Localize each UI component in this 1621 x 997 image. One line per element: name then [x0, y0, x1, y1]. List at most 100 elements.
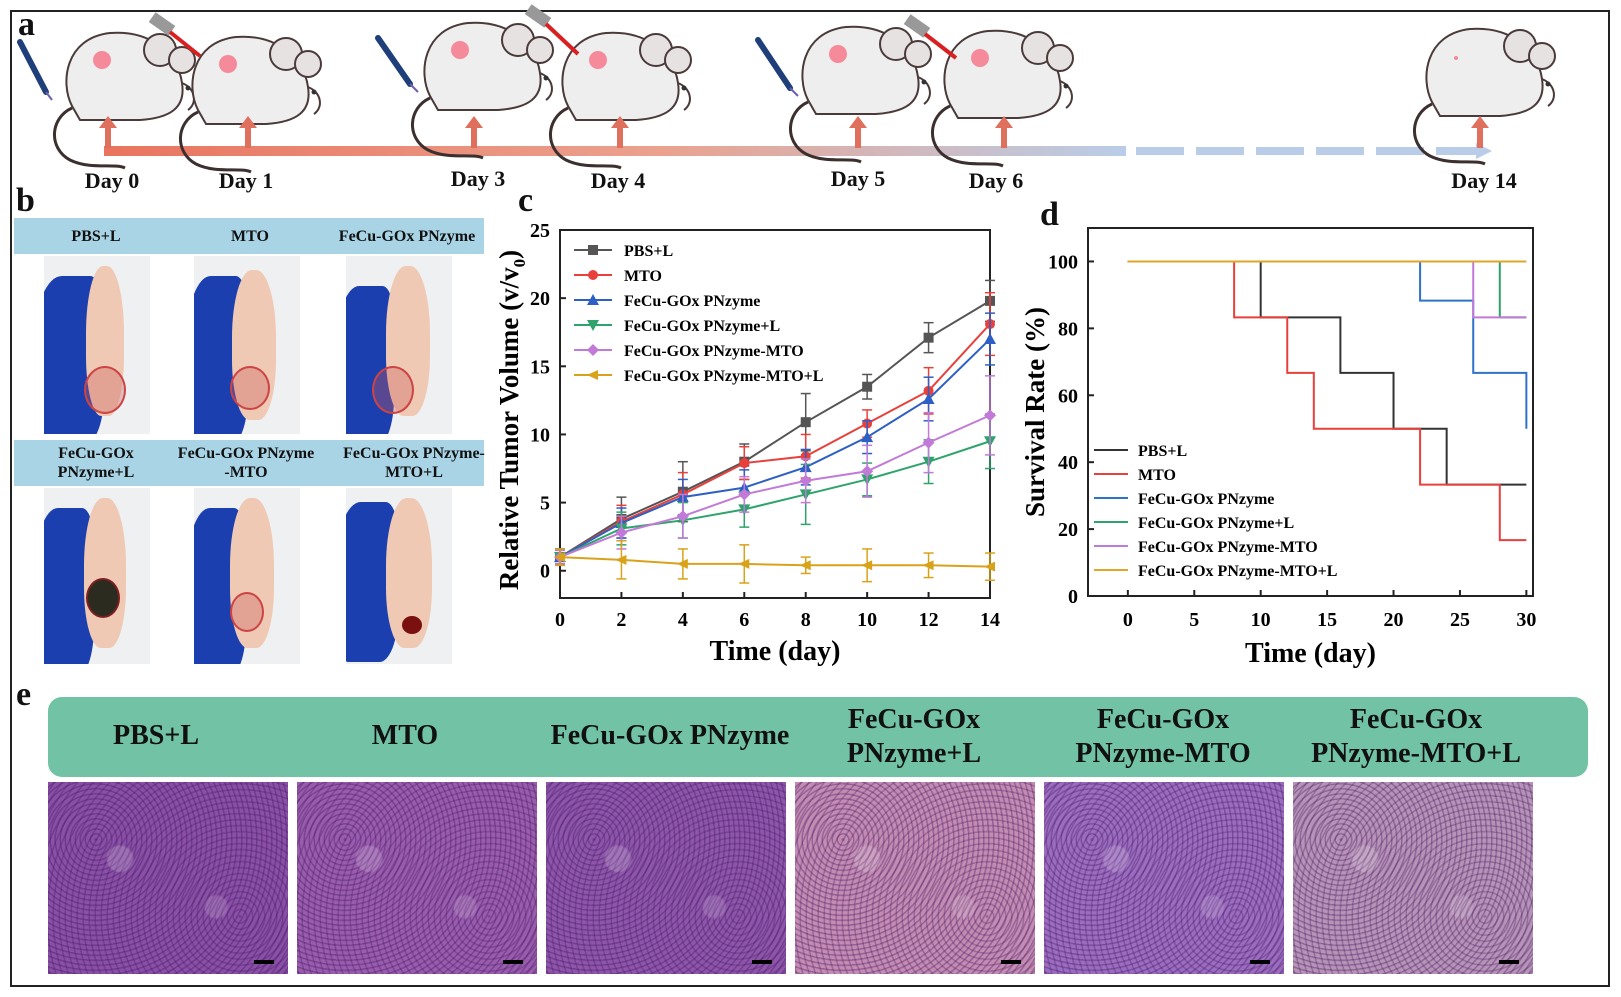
- timeline-illustration: [17, 4, 1557, 174]
- x-axis-label: Time (day): [710, 636, 841, 667]
- survival-curve-1: [1127, 260, 1527, 542]
- photo-label: FeCu-GOx PNzyme: [177, 445, 315, 462]
- data-marker: [739, 458, 750, 469]
- y-axis-label: Relative Tumor Volume (v/v0): [494, 250, 529, 590]
- laser-icon: [148, 4, 958, 60]
- data-marker: [588, 270, 598, 280]
- figure-frame: [10, 10, 1610, 987]
- mouse-day6: [930, 29, 1075, 168]
- timeline-arrows: [99, 116, 1489, 148]
- histology-label: FeCu-GOx: [1096, 704, 1230, 735]
- data-marker: [922, 436, 935, 449]
- y-tick-label: 100: [1048, 251, 1078, 273]
- data-marker: [587, 344, 599, 356]
- data-marker: [588, 245, 598, 255]
- scale-bar: [503, 960, 523, 964]
- x-tick-label: 20: [1384, 609, 1404, 631]
- day-label: Day 6: [968, 168, 1024, 193]
- y-tick-label: 40: [1058, 452, 1078, 474]
- legend-label: FeCu-GOx PNzyme-MTO: [624, 343, 804, 360]
- day-label: Day 3: [450, 166, 506, 191]
- y-tick-label: 15: [530, 356, 550, 378]
- data-marker: [800, 417, 811, 428]
- histology-image: [795, 782, 1035, 974]
- mouse-day4: [548, 31, 693, 170]
- series-line: [559, 414, 991, 559]
- day-label: Day 14: [1451, 168, 1517, 193]
- data-marker: [587, 370, 598, 380]
- photo-label: FeCu-GOx PNzyme-: [343, 445, 485, 462]
- photo-label: PNzyme+L: [57, 464, 135, 481]
- y-tick-label: 0: [540, 561, 550, 583]
- mouse-day0: [52, 31, 197, 170]
- panel-label-c: c: [518, 182, 534, 219]
- survival-curve-4: [1127, 260, 1527, 319]
- photo-label-band-row2: FeCu-GOx PNzyme+L FeCu-GOx PNzyme -MTO F…: [14, 440, 485, 486]
- photo-label: PBS+L: [71, 228, 121, 245]
- y-tick-label: 60: [1058, 385, 1078, 407]
- x-tick-label: 0: [1123, 609, 1133, 631]
- tumor-volume-chart: 0 2 4 6 8 10 12 14 0 5 10 15 20 25 Time (day) Relative …: [494, 220, 1000, 667]
- survival-chart: 0 5 10 15 20 25 30 0 20 40 60 80 100 Time (day) Surviv…: [1020, 227, 1536, 669]
- y-axis-label: Survival Rate (%): [1020, 307, 1050, 517]
- series-line: [559, 323, 991, 558]
- data-marker: [861, 431, 874, 443]
- y-tick-label: 0: [1068, 586, 1078, 608]
- mouse-day14: [1412, 27, 1557, 166]
- y-tick-label: 80: [1058, 318, 1078, 340]
- legend-label: MTO: [624, 268, 662, 285]
- mouse-photo: [194, 488, 300, 664]
- photo-label: -MTO: [224, 464, 268, 481]
- data-marker: [799, 474, 812, 487]
- legend-label: MTO: [1138, 467, 1176, 484]
- data-marker: [799, 560, 811, 571]
- data-marker: [615, 526, 628, 539]
- series-3: [554, 413, 996, 567]
- legend-label: FeCu-GOx PNzyme-MTO+L: [624, 368, 823, 385]
- data-marker: [676, 558, 688, 569]
- x-tick-label: 4: [678, 609, 688, 631]
- panel-label-a: a: [18, 6, 35, 43]
- y-tick-label: 20: [530, 288, 550, 310]
- legend-label: FeCu-GOx PNzyme-MTO+L: [1138, 563, 1337, 580]
- x-tick-label: 2: [616, 609, 626, 631]
- syringe-icon: [17, 35, 793, 95]
- photo-label: MTO+L: [385, 464, 443, 481]
- data-marker: [861, 560, 873, 571]
- data-marker: [615, 554, 627, 565]
- mouse-photo: [44, 488, 150, 664]
- x-tick-label: 15: [1317, 609, 1337, 631]
- panel-label-e: e: [16, 676, 32, 713]
- data-marker: [587, 294, 599, 305]
- mouse-day1: [178, 35, 323, 174]
- legend-label: FeCu-GOx PNzyme+L: [624, 318, 780, 335]
- plot-frame: [1087, 227, 1534, 597]
- scale-bar: [1499, 960, 1519, 964]
- data-marker: [984, 409, 996, 422]
- x-axis-label: Time (day): [1245, 638, 1376, 669]
- histology-image: [546, 782, 786, 974]
- x-tick-label: 6: [739, 609, 749, 631]
- survival-curve-0: [1127, 260, 1527, 486]
- mouse-day3: [410, 21, 555, 160]
- syringe-needle-icon: [45, 83, 799, 101]
- scale-bar: [1001, 960, 1021, 964]
- survival-curve-2: [1127, 260, 1528, 429]
- photo-label: MTO: [231, 228, 269, 245]
- day-label: Day 1: [218, 168, 274, 193]
- x-tick-label: 5: [1189, 609, 1199, 631]
- data-marker: [984, 561, 995, 572]
- legend-label: FeCu-GOx PNzyme: [624, 293, 760, 310]
- y-tick-label: 25: [530, 220, 550, 242]
- x-tick-label: 0: [555, 609, 565, 631]
- x-tick-label: 30: [1516, 609, 1536, 631]
- mouse-photo: [346, 256, 452, 434]
- series-5: [554, 540, 995, 584]
- timeline-dashes: [1136, 143, 1492, 159]
- histology-image: [1293, 782, 1533, 974]
- histology-label: PBS+L: [113, 720, 199, 751]
- data-marker: [738, 558, 750, 569]
- photo-label-band-row1: PBS+L MTO FeCu-GOx PNzyme: [14, 218, 484, 254]
- mouse-photo: [44, 256, 150, 434]
- legend-label: PBS+L: [1138, 443, 1187, 460]
